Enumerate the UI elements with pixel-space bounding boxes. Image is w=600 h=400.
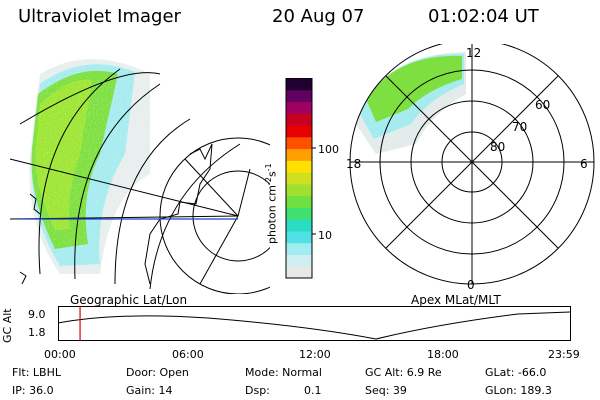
colorbar-band bbox=[286, 230, 312, 244]
glon-info: GLon: 189.3 bbox=[485, 384, 552, 397]
instrument-title: Ultraviolet Imager bbox=[18, 6, 181, 27]
colorbar-band bbox=[286, 101, 312, 114]
mlt-label-6: 6 bbox=[580, 157, 588, 171]
left-panel-caption: Geographic Lat/Lon bbox=[70, 293, 188, 307]
door-info: Door: Open bbox=[126, 366, 189, 379]
mlt-label-12: 12 bbox=[466, 46, 482, 60]
colorbar-band bbox=[286, 113, 312, 126]
colorbar-band bbox=[286, 136, 312, 150]
mlt-label-18: 18 bbox=[346, 157, 362, 171]
colorbar-tick-100: 100 bbox=[318, 143, 339, 156]
colorbar-band bbox=[286, 242, 312, 255]
colorbar-band bbox=[286, 78, 312, 91]
altitude-axis-title: GC Alt bbox=[1, 308, 14, 343]
colorbar-unit-base: photon cm bbox=[265, 185, 279, 244]
colorbar-unit: photon cm-2s-1 bbox=[264, 163, 279, 244]
colorbar-band bbox=[286, 160, 312, 173]
colorbar-band bbox=[286, 219, 312, 232]
colorbar-band bbox=[286, 172, 312, 185]
colorbar-frame bbox=[285, 78, 313, 279]
colorbar-tick-10: 10 bbox=[318, 229, 332, 242]
mlt-label-0: 0 bbox=[467, 278, 475, 292]
colorbar bbox=[285, 78, 316, 279]
coastline-west bbox=[29, 193, 41, 215]
date-label: 20 Aug 07 bbox=[272, 6, 365, 27]
coastline-sw bbox=[19, 271, 27, 285]
coastline bbox=[144, 143, 213, 285]
colorbar-band bbox=[286, 266, 312, 279]
colorbar-band bbox=[286, 207, 312, 220]
colorbar-band bbox=[286, 195, 312, 208]
colorbar-unit-sup2: -1 bbox=[264, 163, 273, 172]
polar-aurora-green bbox=[366, 55, 462, 122]
colorbar-band bbox=[286, 89, 312, 103]
mlat-label-60: 60 bbox=[535, 98, 551, 112]
gain-info: Gain: 14 bbox=[126, 384, 173, 397]
time-tick-1200: 12:00 bbox=[299, 348, 331, 361]
time-tick-1800: 18:00 bbox=[427, 348, 459, 361]
colorbar-unit-sup1: -2 bbox=[264, 177, 273, 186]
mlat-label-80: 80 bbox=[490, 140, 506, 154]
time-label: 01:02:04 UT bbox=[428, 6, 539, 27]
polar-grid bbox=[349, 44, 595, 285]
colorbar-band bbox=[286, 148, 312, 161]
dsp-value: 0.1 bbox=[304, 384, 322, 397]
dsp-label: Dsp: bbox=[245, 384, 270, 397]
filter-info: Flt: LBHL bbox=[12, 366, 61, 379]
speckle-noise bbox=[0, 44, 270, 294]
altitude-plot-frame bbox=[58, 306, 571, 341]
colorbar-band bbox=[286, 183, 312, 197]
gc-alt-info: GC Alt: 6.9 Re bbox=[365, 366, 442, 379]
ip-info: IP: 36.0 bbox=[12, 384, 54, 397]
right-panel-caption: Apex MLat/MLT bbox=[411, 293, 501, 307]
altitude-plot bbox=[58, 306, 571, 341]
time-tick-0600: 06:00 bbox=[172, 348, 204, 361]
seq-info: Seq: 39 bbox=[365, 384, 407, 397]
altitude-tick-1-8: 1.8 bbox=[28, 326, 46, 339]
title-bar: Ultraviolet Imager 20 Aug 07 01:02:04 UT bbox=[0, 6, 600, 32]
colorbar-tick-marks bbox=[312, 147, 316, 235]
colorbar-gradient bbox=[286, 78, 312, 279]
colorbar-unit-mid: s bbox=[265, 171, 279, 178]
glat-info: GLat: -66.0 bbox=[485, 366, 547, 379]
time-tick-0000: 00:00 bbox=[44, 348, 76, 361]
time-tick-2359: 23:59 bbox=[548, 348, 580, 361]
geographic-map bbox=[0, 44, 270, 294]
lat-lon-grid bbox=[9, 68, 270, 294]
mode-info: Mode: Normal bbox=[245, 366, 322, 379]
altitude-tick-9: 9.0 bbox=[28, 308, 46, 321]
colorbar-band bbox=[286, 254, 312, 267]
altitude-curve bbox=[58, 311, 571, 340]
colorbar-band bbox=[286, 125, 312, 138]
polar-plot bbox=[349, 44, 595, 285]
mlat-label-70: 70 bbox=[512, 120, 528, 134]
